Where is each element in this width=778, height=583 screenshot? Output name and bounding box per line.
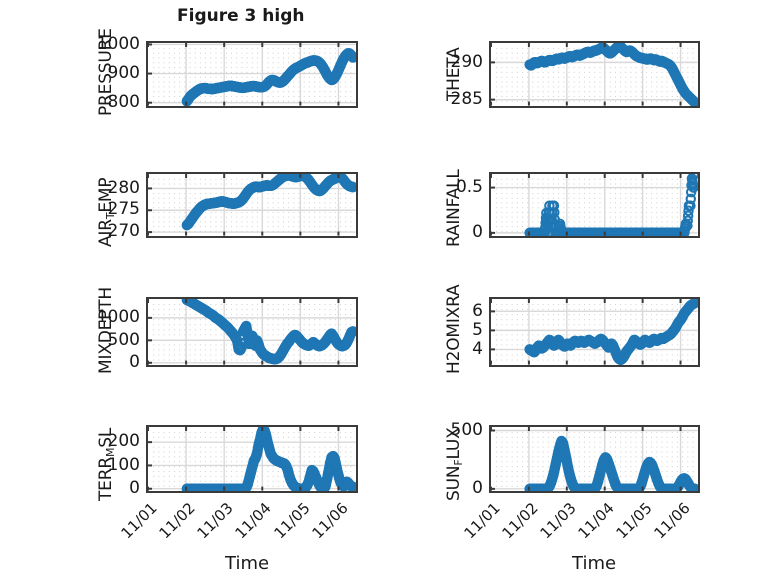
plot-area-terr_msl [148, 427, 356, 491]
ytick-label-sun_flux: 500 [450, 419, 483, 440]
plot-panel-sun_flux [489, 425, 700, 493]
ylabel-air_temp: AIRTEMP [96, 177, 117, 247]
xtick-label: 11/01 [117, 499, 161, 543]
ylabel-text: AIRTEMP [96, 177, 117, 247]
ytick-label-rainfall: 0 [472, 222, 483, 243]
xtick-label: 11/05 [269, 499, 314, 543]
plot-panel-h2omixra [489, 297, 700, 367]
figure-title: Figure 3 high [177, 6, 305, 26]
ytick-label-mixdepth: 0 [129, 352, 140, 372]
ylabel-theta: THETA [444, 46, 464, 101]
plot-panel-theta [489, 41, 700, 108]
ytick-label-air_temp: 270 [107, 221, 140, 242]
plot-panel-rainfall [489, 172, 700, 238]
xtick-label: 11/06 [308, 499, 352, 543]
plot-area-h2omixra [491, 299, 698, 365]
ylabel-text: SUNFLUX [444, 426, 465, 501]
xtick-label: 11/04 [574, 499, 618, 543]
ytick-label-terr_msl: 0 [129, 477, 140, 498]
plot-area-mixdepth [148, 299, 356, 365]
ytick-label-mixdepth: 500 [107, 329, 140, 350]
plot-panel-terr_msl [146, 425, 358, 493]
data-markers-air_temp [181, 174, 356, 231]
ylabel-rainfall: RAINFALL [444, 168, 464, 247]
data-markers-sun_flux [524, 435, 698, 491]
xtick-label: 11/01 [460, 499, 504, 543]
ytick-label-terr_msl: 200 [107, 431, 140, 452]
data-markers-mixdepth [181, 299, 356, 365]
data-markers-h2omixra [524, 299, 698, 365]
plot-area-air_temp [148, 174, 356, 236]
minor-grid-dots [496, 47, 694, 102]
ylabel-pressure: PRESSURE [96, 28, 116, 117]
xtick-label: 11/06 [650, 499, 694, 543]
data-markers-terr_msl [181, 427, 356, 491]
ytick-label-h2omixra: 6 [472, 300, 483, 321]
plot-area-sun_flux [491, 427, 698, 491]
ytick-label-air_temp: 275 [107, 199, 140, 220]
ytick-label-pressure: 800 [107, 91, 140, 112]
ylabel-terr_msl: TERRMSL [96, 427, 117, 501]
ytick-label-pressure: 900 [107, 62, 140, 83]
plot-panel-mixdepth [146, 297, 358, 367]
ytick-label-pressure: 1000 [96, 33, 140, 54]
ytick-label-h2omixra: 5 [472, 319, 483, 340]
xtick-label: 11/02 [155, 499, 200, 543]
xtick-label: 11/03 [193, 499, 238, 543]
data-markers-theta [524, 43, 698, 106]
ytick-label-sun_flux: 0 [472, 478, 483, 499]
plot-panel-air_temp [146, 172, 358, 238]
xtick-label: 11/03 [536, 499, 580, 543]
xaxis-label-left: Time [225, 553, 270, 574]
ylabel-h2omixra: H2OMIXRA [444, 284, 464, 374]
data-markers-rainfall [524, 174, 698, 236]
plot-area-pressure [148, 43, 356, 106]
xtick-label: 11/05 [612, 499, 656, 543]
xtick-label: 11/02 [498, 499, 542, 543]
ytick-label-air_temp: 280 [107, 177, 140, 198]
plot-area-theta [491, 43, 698, 106]
ytick-label-theta: 285 [450, 88, 483, 109]
ylabel-sun_flux: SUNFLUX [444, 426, 465, 501]
plot-panel-pressure [146, 41, 358, 108]
ytick-label-h2omixra: 4 [472, 338, 483, 359]
minor-grid-dots [496, 178, 694, 232]
xaxis-label-right: Time [572, 553, 617, 574]
ytick-label-mixdepth: 1000 [96, 307, 140, 328]
ylabel-mixdepth: MIXDEPTH [96, 286, 116, 374]
ytick-label-theta: 290 [450, 51, 483, 72]
ylabel-text: TERRMSL [96, 427, 117, 501]
data-markers-pressure [181, 47, 356, 106]
plot-area-rainfall [491, 174, 698, 236]
ytick-label-terr_msl: 100 [107, 454, 140, 475]
ytick-label-rainfall: 0.5 [455, 176, 483, 197]
xtick-label: 11/04 [231, 499, 276, 543]
